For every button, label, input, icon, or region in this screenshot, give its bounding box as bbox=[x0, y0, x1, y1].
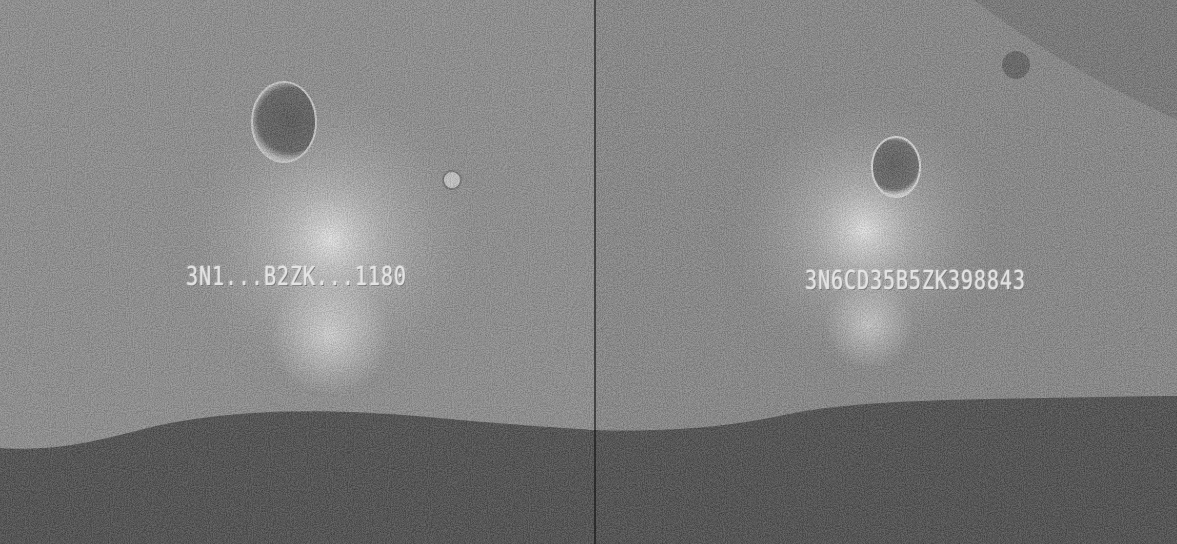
right-stamped-vin: 3N6CD35B5ZK398843 bbox=[805, 266, 1026, 296]
right-photo-panel: 3N6CD35B5ZK398843 bbox=[594, 0, 1177, 544]
panel-divider bbox=[594, 0, 596, 544]
left-photo-panel: 3N1...B2ZK...1180 bbox=[0, 0, 594, 544]
left-stamped-vin: 3N1...B2ZK...1180 bbox=[186, 262, 407, 292]
right-metal-surface bbox=[594, 0, 1177, 544]
left-metal-surface bbox=[0, 0, 594, 544]
